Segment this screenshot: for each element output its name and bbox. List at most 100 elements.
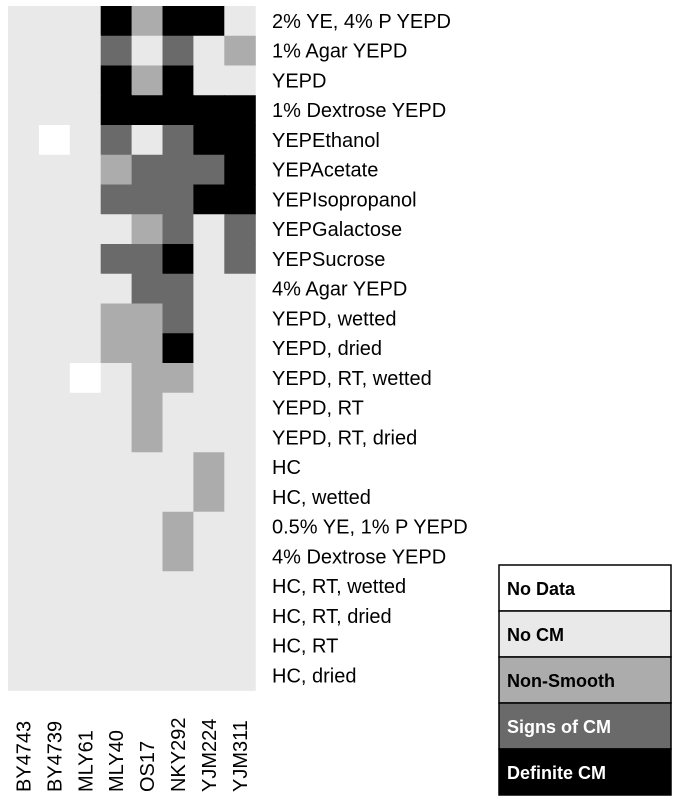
row-label-4-agar-yepd: 4% Agar YEPD — [272, 279, 407, 301]
row-label-yepacetate: YEPAcetate — [272, 160, 378, 182]
heatmap-cell-yjm224-hc-wetted — [193, 482, 225, 513]
heatmap-cell-by4739-yepd-rt-wetted — [38, 363, 71, 394]
heatmap-cell-nky292-0-5-ye-1-p-yepd — [162, 511, 194, 543]
heatmap-cell-yjm311-yepd-rt — [224, 392, 256, 424]
heatmap-cell-yjm311-hc-rt-dried — [224, 601, 256, 632]
heatmap-cell-nky292-yepsucrose — [162, 244, 194, 275]
column-label-yjm311: YJM311 — [230, 720, 252, 792]
heatmap-cell-nky292-yepd-rt-wetted — [162, 363, 194, 394]
row-label-hc-rt-wetted: HC, RT, wetted — [272, 576, 406, 598]
heatmap-cell-by4739-4-agar-yepd — [38, 273, 71, 305]
heatmap-cell-nky292-hc-rt-dried — [162, 601, 194, 632]
heatmap-cell-os17-yepd-dried — [131, 333, 164, 364]
row-label-1-agar-yepd: 1% Agar YEPD — [272, 41, 407, 63]
row-label-hc-wetted: HC, wetted — [272, 487, 371, 509]
heatmap-cell-yjm311-4-dextrose-yepd — [224, 541, 256, 572]
heatmap-cell-mly40-yepsucrose — [100, 244, 133, 275]
heatmap-cell-os17-yepisopropanol — [131, 184, 164, 215]
heatmap-cell-by4743-hc-rt-wetted — [8, 571, 40, 602]
heatmap-cell-by4739-yepd-rt-dried — [38, 422, 71, 453]
legend-swatch-non-smooth — [498, 656, 672, 704]
heatmap-cell-os17-yepgalactose — [131, 214, 164, 245]
heatmap-cell-mly40-1-dextrose-yepd — [100, 95, 133, 126]
heatmap-cell-mly40-hc-rt-dried — [100, 601, 133, 632]
heatmap-cell-mly40-hc-wetted — [100, 482, 133, 513]
row-label-yepsucrose: YEPSucrose — [272, 249, 385, 271]
heatmap-cell-mly40-yepd-wetted — [100, 303, 133, 334]
heatmap-cell-yjm311-yepd-rt-dried — [224, 422, 256, 453]
row-label-hc-rt-dried: HC, RT, dried — [272, 606, 392, 628]
heatmap-cell-mly40-yepacetate — [100, 154, 133, 186]
heatmap-cell-mly61-yepd-wetted — [69, 303, 102, 334]
heatmap-cell-mly61-yepgalactose — [69, 214, 102, 245]
heatmap-cell-mly40-hc-dried — [100, 660, 133, 691]
heatmap-cell-by4739-yepd-rt — [38, 392, 71, 424]
heatmap-cell-mly61-1-agar-yepd — [69, 35, 102, 67]
heatmap-cell-yjm224-hc-rt — [193, 630, 225, 662]
column-label-nky292: NKY292 — [168, 718, 190, 793]
heatmap-cell-by4739-hc-rt-dried — [38, 601, 71, 632]
heatmap-cell-mly61-2-ye-4-p-yepd — [69, 6, 102, 37]
heatmap-cell-by4739-yepsucrose — [38, 244, 71, 275]
heatmap-cell-by4739-yepisopropanol — [38, 184, 71, 215]
heatmap-cell-mly61-hc-rt — [69, 630, 102, 662]
heatmap-cell-by4743-yepd-dried — [8, 333, 40, 364]
heatmap-cell-nky292-1-dextrose-yepd — [162, 95, 194, 126]
heatmap-cell-by4743-2-ye-4-p-yepd — [8, 6, 40, 37]
heatmap-cell-by4739-yepacetate — [38, 154, 71, 186]
heatmap-cell-by4739-yepd-dried — [38, 333, 71, 364]
heatmap-cell-mly61-yepd — [69, 65, 102, 96]
heatmap-cell-by4743-hc — [8, 452, 40, 483]
heatmap-cell-nky292-hc-rt — [162, 630, 194, 662]
row-label-yepd-dried: YEPD, dried — [272, 338, 382, 360]
column-label-by4739: BY4739 — [44, 721, 66, 792]
heatmap-cell-by4739-hc — [38, 452, 71, 483]
heatmap-cell-os17-yepacetate — [131, 154, 164, 186]
legend-item-non-smooth: Non-Smooth — [498, 656, 672, 704]
heatmap-cell-nky292-yepethanol — [162, 125, 194, 156]
heatmap-cell-nky292-4-dextrose-yepd — [162, 541, 194, 572]
heatmap-cell-yjm311-0-5-ye-1-p-yepd — [224, 511, 256, 543]
heatmap-cell-yjm224-hc-rt-dried — [193, 601, 225, 632]
heatmap-cell-yjm311-hc-rt-wetted — [224, 571, 256, 602]
heatmap-cell-mly61-hc-rt-dried — [69, 601, 102, 632]
heatmap-cell-mly40-yepd-rt — [100, 392, 133, 424]
heatmap-cell-os17-yepethanol — [131, 125, 164, 156]
heatmap-cell-mly40-yepd — [100, 65, 133, 96]
heatmap-cell-nky292-1-agar-yepd — [162, 35, 194, 67]
heatmap-cell-nky292-hc — [162, 452, 194, 483]
heatmap-cell-yjm311-hc-dried — [224, 660, 256, 691]
heatmap-cell-by4743-yepd-rt-dried — [8, 422, 40, 453]
heatmap-cell-mly61-yepd-rt-dried — [69, 422, 102, 453]
row-label-yepd-rt: YEPD, RT — [272, 398, 364, 420]
heatmap-cell-nky292-yepd-wetted — [162, 303, 194, 334]
heatmap-cell-yjm311-hc-wetted — [224, 482, 256, 513]
heatmap-cell-yjm224-1-dextrose-yepd — [193, 95, 225, 126]
heatmap-cell-by4739-2-ye-4-p-yepd — [38, 6, 71, 37]
heatmap-cell-yjm224-yepd-dried — [193, 333, 225, 364]
heatmap-cell-nky292-yepgalactose — [162, 214, 194, 245]
heatmap-cell-yjm311-yepethanol — [224, 125, 256, 156]
column-label-yjm224: YJM224 — [199, 719, 221, 792]
heatmap-cell-by4739-hc-rt-wetted — [38, 571, 71, 602]
heatmap-cell-os17-yepd-rt-dried — [131, 422, 164, 453]
heatmap-cell-by4743-4-dextrose-yepd — [8, 541, 40, 572]
heatmap-cell-mly61-hc — [69, 452, 102, 483]
heatmap-cell-yjm224-yepd-rt-wetted — [193, 363, 225, 394]
heatmap-cell-by4743-yepd — [8, 65, 40, 96]
heatmap-cell-mly40-0-5-ye-1-p-yepd — [100, 511, 133, 543]
heatmap-cell-mly40-hc-rt-wetted — [100, 571, 133, 602]
heatmap-cell-yjm224-yepd-rt — [193, 392, 225, 424]
heatmap-cell-nky292-hc-dried — [162, 660, 194, 691]
heatmap-cell-nky292-yepisopropanol — [162, 184, 194, 215]
heatmap-cell-yjm311-yepd — [224, 65, 256, 96]
heatmap-cell-yjm224-0-5-ye-1-p-yepd — [193, 511, 225, 543]
heatmap-cell-by4743-yepethanol — [8, 125, 40, 156]
heatmap-cell-mly40-1-agar-yepd — [100, 35, 133, 67]
heatmap-cell-mly61-1-dextrose-yepd — [69, 95, 102, 126]
heatmap-cell-mly40-yepd-rt-dried — [100, 422, 133, 453]
heatmap-cell-mly61-yepd-rt-wetted — [69, 363, 102, 394]
legend-item-signs-of-cm: Signs of CM — [498, 702, 672, 750]
legend-swatch-definite-cm — [498, 748, 672, 796]
heatmap-cell-yjm311-1-dextrose-yepd — [224, 95, 256, 126]
